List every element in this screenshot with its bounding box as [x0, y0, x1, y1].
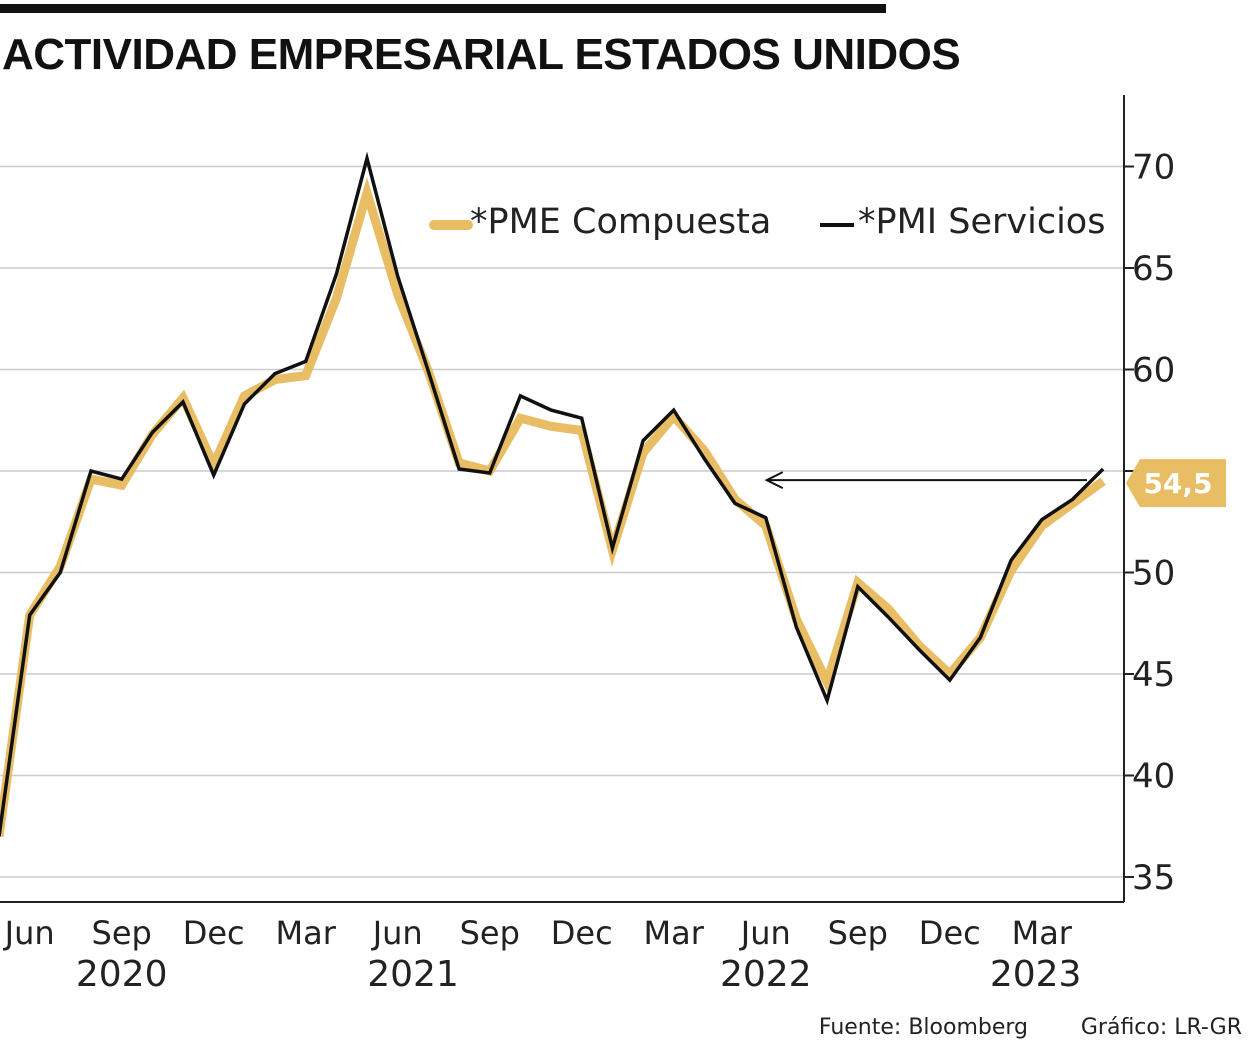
y-axis — [0, 95, 1125, 903]
grid-lines — [0, 165, 1134, 878]
legend: *PME Compuesta *PMI Servicios — [429, 202, 1105, 242]
y-tick-label-40: 40 — [1132, 757, 1175, 797]
year-label-2023: 2023 — [990, 954, 1082, 995]
series-line-services — [0, 151, 1105, 837]
x-tick-label: Sep — [828, 914, 888, 952]
x-tick-label: Mar — [276, 914, 337, 952]
x-tick-label: Dec — [551, 914, 613, 952]
y-tick-label-65: 65 — [1132, 249, 1175, 289]
x-tick-label: Mar — [644, 914, 705, 952]
legend-label-services: *PMI Servicios — [858, 202, 1105, 242]
x-tick-label: Jun — [371, 914, 423, 952]
y-tick-label-50: 50 — [1132, 554, 1175, 594]
y-tick-label-45: 45 — [1132, 655, 1175, 695]
legend-label-composite: *PME Compuesta — [470, 202, 771, 242]
year-label-2021: 2021 — [367, 954, 459, 995]
y-tick-label-35: 35 — [1132, 858, 1175, 898]
y-tick-label-70: 70 — [1132, 148, 1175, 188]
chart-title: ACTIVIDAD EMPRESARIAL ESTADOS UNIDOS — [2, 30, 961, 79]
value-badge — [1126, 459, 1226, 508]
value-badge-label: 54,5 — [1143, 467, 1212, 500]
annotation: 54,5 — [767, 459, 1226, 508]
year-label-2022: 2022 — [720, 954, 812, 995]
credit-text: Gráfico: LR-GR — [1081, 1015, 1242, 1040]
x-tick-label: Jun — [739, 914, 791, 952]
x-tick-label: Jun — [3, 914, 55, 952]
x-tick-label: Dec — [919, 914, 981, 952]
y-tick-label-60: 60 — [1132, 351, 1175, 391]
series-lines — [0, 151, 1106, 838]
year-label-2020: 2020 — [76, 954, 168, 995]
series-line-composite — [0, 177, 1106, 838]
x-tick-label: Mar — [1012, 914, 1073, 952]
x-tick-label: Sep — [92, 914, 152, 952]
x-tick-labels: Jun Sep Dec Mar Jun Sep Dec Mar Jun Sep Dec Mar 2020… — [3, 914, 1082, 995]
x-tick-label: Sep — [460, 914, 520, 952]
x-tick-label: Dec — [183, 914, 245, 952]
source-text: Fuente: Bloomberg — [819, 1015, 1028, 1040]
top-rule — [0, 4, 886, 13]
y-tick-labels: 35 40 45 50 60 65 70 — [1132, 148, 1175, 899]
